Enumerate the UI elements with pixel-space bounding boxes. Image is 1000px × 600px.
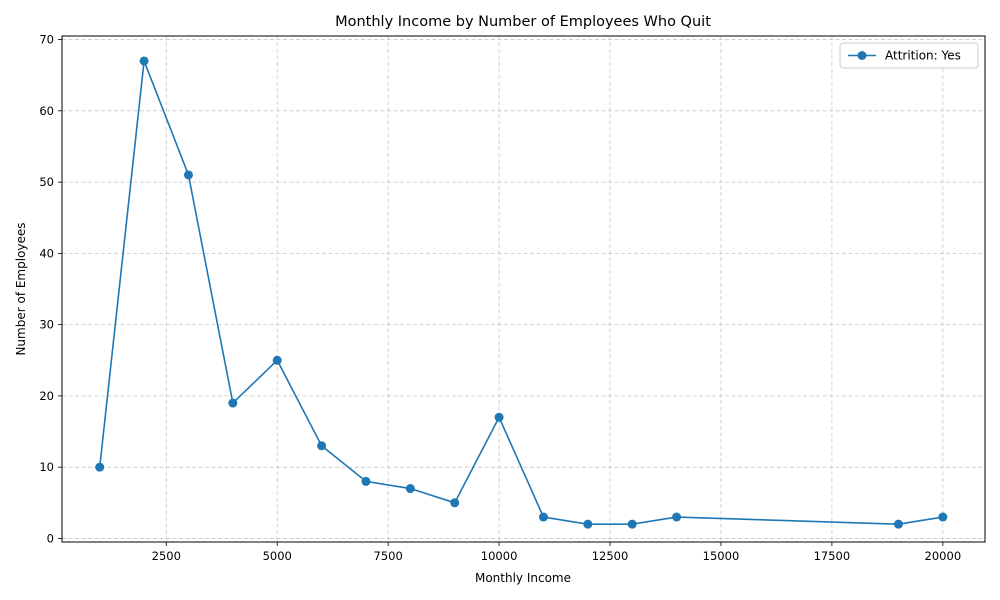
x-tick-label: 7500 xyxy=(374,549,403,563)
data-point xyxy=(183,170,193,180)
y-axis: 0 10 20 30 40 50 60 70 xyxy=(39,33,62,545)
data-point xyxy=(450,498,460,508)
data-point xyxy=(228,398,238,408)
y-tick-label: 30 xyxy=(39,318,54,332)
x-tick-label: 17500 xyxy=(814,549,851,563)
x-axis: 2500 5000 7500 10000 12500 15000 17500 20000 xyxy=(152,542,962,563)
x-tick-label: 20000 xyxy=(925,549,962,563)
data-point xyxy=(95,462,105,472)
x-tick-label: 15000 xyxy=(703,549,740,563)
series-layer xyxy=(95,56,948,529)
data-point xyxy=(938,512,948,522)
data-point xyxy=(583,519,593,529)
y-tick-label: 0 xyxy=(47,531,54,545)
data-point xyxy=(361,476,371,486)
y-tick-label: 40 xyxy=(39,246,54,260)
x-tick-label: 2500 xyxy=(152,549,181,563)
data-point xyxy=(139,56,149,66)
y-tick-label: 60 xyxy=(39,104,54,118)
y-tick-label: 20 xyxy=(39,389,54,403)
y-tick-label: 10 xyxy=(39,460,54,474)
data-point xyxy=(405,484,415,494)
x-tick-label: 5000 xyxy=(263,549,292,563)
series-line xyxy=(98,60,943,525)
grid xyxy=(62,36,985,542)
legend-box xyxy=(839,42,979,69)
chart-title: Monthly Income by Number of Employees Wh… xyxy=(335,14,711,30)
data-point xyxy=(272,355,282,365)
x-tick-label: 10000 xyxy=(481,549,518,563)
legend-label: Attrition: Yes xyxy=(885,49,961,63)
x-axis-label: Monthly Income xyxy=(475,571,571,585)
data-point xyxy=(893,519,903,529)
data-point xyxy=(672,512,682,522)
y-tick-label: 70 xyxy=(39,33,54,47)
data-point xyxy=(317,441,327,451)
x-tick-label: 12500 xyxy=(592,549,629,563)
y-tick-label: 50 xyxy=(39,175,54,189)
data-point xyxy=(494,412,504,422)
data-point xyxy=(538,512,548,522)
legend: Attrition: Yes xyxy=(839,42,979,69)
y-axis-label: Number of Employees xyxy=(14,222,28,355)
data-point xyxy=(627,519,637,529)
plot-frame xyxy=(61,35,986,543)
legend-marker xyxy=(857,51,867,60)
